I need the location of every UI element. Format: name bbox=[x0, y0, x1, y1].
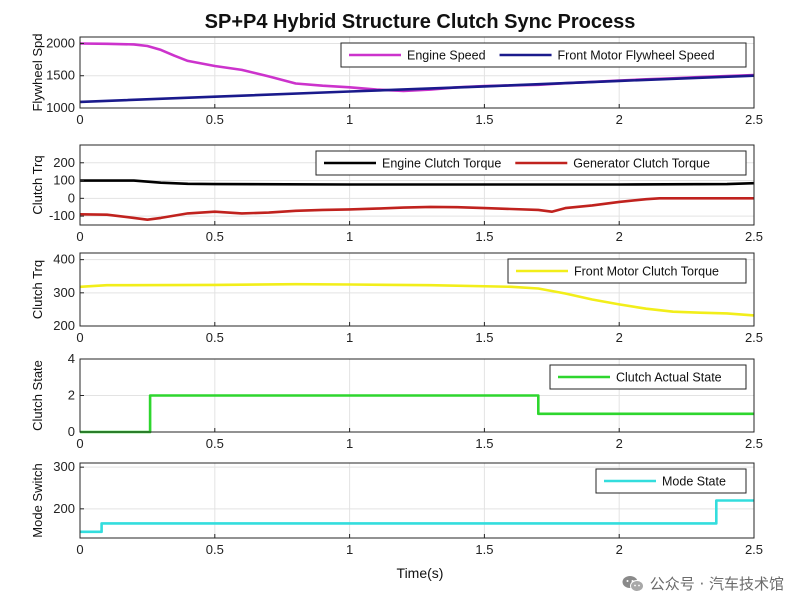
x-tick-label: 1.5 bbox=[475, 330, 493, 345]
subplot-4: 0 0.5 1 1.5 2 2.5 0 2 4 Clutch State Clutch Actual… bbox=[30, 351, 763, 451]
x-tick-label: 2 bbox=[616, 542, 623, 557]
x-tick-label: 0 bbox=[76, 330, 83, 345]
x-tick-label: 2.5 bbox=[745, 436, 763, 451]
x-tick-label: 2.5 bbox=[745, 112, 763, 127]
y-axis-label: Mode Switch bbox=[30, 463, 45, 537]
x-tick-label: 2 bbox=[616, 330, 623, 345]
series-line-4-1 bbox=[80, 394, 754, 434]
legend-label: Clutch Actual State bbox=[616, 371, 722, 385]
x-tick-label: 1 bbox=[346, 542, 353, 557]
x-tick-label: 2.5 bbox=[745, 542, 763, 557]
wechat-icon bbox=[622, 575, 644, 592]
series-line-5-1 bbox=[80, 499, 754, 534]
y-tick-label: 300 bbox=[53, 285, 75, 300]
y-axis-label: Clutch State bbox=[30, 360, 45, 431]
legend-label: Front Motor Flywheel Speed bbox=[558, 49, 715, 63]
y-tick-label: 2 bbox=[68, 388, 75, 403]
y-tick-label: 200 bbox=[53, 501, 75, 516]
x-tick-label: 1.5 bbox=[475, 229, 493, 244]
x-tick-label: 2.5 bbox=[745, 330, 763, 345]
x-tick-label: 1.5 bbox=[475, 542, 493, 557]
plot-frame bbox=[79, 252, 755, 327]
plot-frame bbox=[79, 144, 755, 226]
x-tick-label: 2 bbox=[616, 436, 623, 451]
y-axis-label: Clutch Trq bbox=[30, 155, 45, 214]
plot-frame bbox=[79, 462, 755, 539]
subplot-3: 0 0.5 1 1.5 2 2.5 200 300 400 Clutch Trq Front Mot… bbox=[30, 252, 763, 345]
legend-label: Engine Clutch Torque bbox=[382, 157, 501, 171]
y-tick-label: 0 bbox=[68, 190, 75, 205]
plot-frame bbox=[79, 36, 755, 109]
figure-title: SP+P4 Hybrid Structure Clutch Sync Proce… bbox=[205, 11, 636, 33]
series-line-2-2 bbox=[79, 197, 754, 221]
watermark: 公众号 · 汽车技术馆 bbox=[622, 573, 784, 594]
x-tick-label: 2.5 bbox=[745, 229, 763, 244]
y-tick-label: 1000 bbox=[46, 100, 75, 115]
y-tick-label: 400 bbox=[53, 252, 75, 267]
series-line-2-1 bbox=[80, 179, 755, 186]
x-tick-label: 0.5 bbox=[206, 330, 224, 345]
x-tick-label: 0.5 bbox=[206, 112, 224, 127]
x-tick-label: 1 bbox=[346, 112, 353, 127]
x-tick-label: 0.5 bbox=[206, 542, 224, 557]
x-axis-label: Time(s) bbox=[397, 565, 444, 581]
legend-label: Engine Speed bbox=[407, 49, 486, 63]
y-tick-label: 2000 bbox=[46, 35, 75, 50]
series-line-1-2 bbox=[79, 74, 755, 104]
y-axis-label: Clutch Trq bbox=[30, 260, 45, 319]
subplot-5: 0 0.5 1 1.5 2 2.5 200 300 Mode Switch Mode State bbox=[30, 459, 763, 557]
y-tick-label: 1500 bbox=[46, 68, 75, 83]
x-tick-label: 0 bbox=[76, 229, 83, 244]
y-tick-label: 0 bbox=[68, 424, 75, 439]
x-tick-label: 1 bbox=[346, 330, 353, 345]
y-tick-label: 4 bbox=[68, 351, 75, 366]
legend-box bbox=[549, 364, 747, 390]
y-tick-label: 200 bbox=[53, 155, 75, 170]
legend-label: Generator Clutch Torque bbox=[573, 157, 710, 171]
legend-label: Mode State bbox=[662, 475, 726, 489]
legend-label: Front Motor Clutch Torque bbox=[574, 265, 719, 279]
y-axis-label: Flywheel Spd bbox=[30, 33, 45, 111]
x-tick-label: 0 bbox=[76, 542, 83, 557]
x-tick-label: 0 bbox=[76, 112, 83, 127]
x-tick-label: 1.5 bbox=[475, 436, 493, 451]
x-tick-label: 2 bbox=[616, 112, 623, 127]
x-tick-label: 1 bbox=[346, 436, 353, 451]
watermark-text: 公众号 · 汽车技术馆 bbox=[649, 575, 784, 593]
x-tick-label: 1 bbox=[346, 229, 353, 244]
x-tick-label: 0 bbox=[76, 436, 83, 451]
y-tick-label: 200 bbox=[53, 318, 75, 333]
x-tick-label: 0.5 bbox=[206, 229, 224, 244]
y-tick-label: -100 bbox=[49, 208, 75, 223]
x-tick-label: 0.5 bbox=[206, 436, 224, 451]
y-tick-label: 100 bbox=[53, 173, 75, 188]
x-tick-label: 2 bbox=[616, 229, 623, 244]
series-line-3-1 bbox=[79, 282, 755, 317]
x-tick-label: 1.5 bbox=[475, 112, 493, 127]
y-tick-label: 300 bbox=[53, 459, 75, 474]
